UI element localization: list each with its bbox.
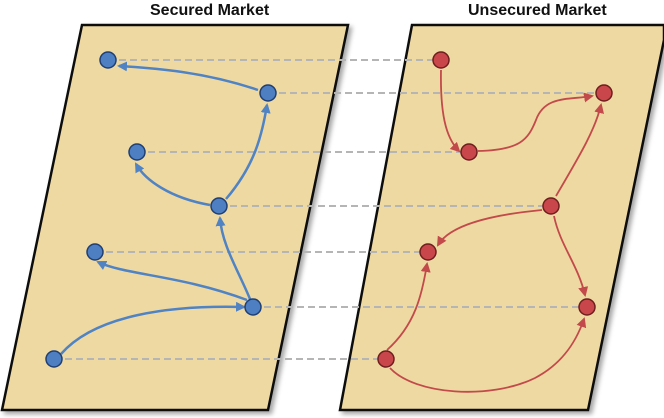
secured-node <box>45 350 63 368</box>
unsecured-node <box>595 84 613 102</box>
unsecured-node <box>542 197 560 215</box>
cross-market-links <box>54 59 604 360</box>
unsecured-edge <box>386 262 431 351</box>
unsecured-edge <box>555 103 604 197</box>
secured-edge <box>225 103 271 200</box>
secured-market-panel <box>0 23 350 412</box>
unsecured-edge <box>436 209 543 247</box>
secured-edge <box>215 216 252 300</box>
unsecured-edges <box>386 69 604 393</box>
secured-edge <box>60 301 246 355</box>
unsecured-node <box>578 298 596 316</box>
unsecured-node <box>419 243 437 261</box>
secured-node <box>128 143 146 161</box>
unsecured-market-title: Unsecured Market <box>468 2 607 19</box>
secured-node <box>259 84 277 102</box>
secured-market-title: Secured Market <box>150 2 270 19</box>
secured-node <box>86 243 104 261</box>
unsecured-node <box>432 51 450 69</box>
secured-edges <box>60 61 271 355</box>
secured-edge <box>117 61 259 92</box>
unsecured-edge <box>553 215 589 297</box>
secured-node <box>99 51 117 69</box>
unsecured-edge <box>477 92 594 152</box>
secured-edge <box>134 162 211 207</box>
unsecured-edge <box>440 69 461 153</box>
unsecured-node <box>460 143 478 161</box>
unsecured-edge <box>389 317 587 393</box>
secured-node <box>244 298 262 316</box>
secured-nodes <box>45 51 277 368</box>
secured-edge <box>96 260 248 302</box>
unsecured-nodes <box>377 51 613 368</box>
secured-node <box>210 197 228 215</box>
unsecured-node <box>377 350 395 368</box>
